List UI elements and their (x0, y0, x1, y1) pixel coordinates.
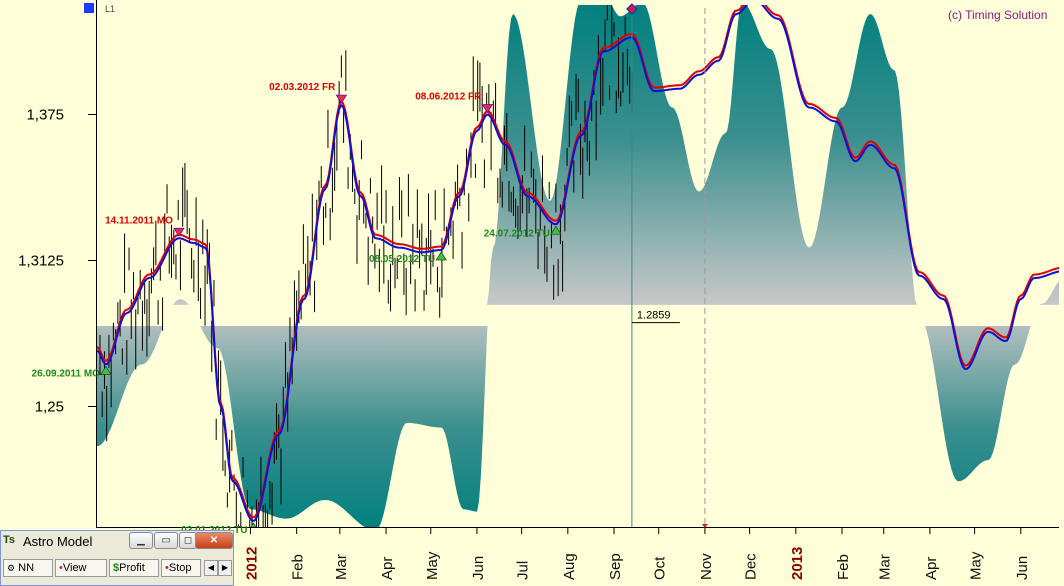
maximize-button[interactable]: ▭ (154, 532, 178, 549)
dollar-icon: $ (113, 562, 120, 574)
x-tick-label: Jul (515, 561, 532, 580)
tab-profit[interactable]: $Profit (109, 559, 159, 577)
high-marker-icon (481, 104, 494, 114)
top-date-markers (626, 0, 1064, 528)
panel-blue-square[interactable] (84, 3, 94, 13)
ts-logo-icon: Ts (3, 534, 16, 546)
tab-stop[interactable]: •Stop (161, 559, 201, 577)
window-title: Astro Model (23, 534, 93, 549)
y-tick-label: 1,375 (26, 106, 64, 123)
y-tick-label: 1,3125 (18, 252, 64, 269)
x-tick-label: Oct (652, 556, 669, 580)
copyright-text: (c) Timing Solution (948, 8, 1047, 22)
x-tick-label: Apr (923, 557, 940, 580)
tab-view-label: View (62, 562, 87, 574)
low-marker-icon (249, 522, 258, 528)
annotation-label: 02.03.2012 FR (269, 82, 336, 93)
x-tick-label: Nov (698, 553, 715, 580)
y-axis: 1,375 1,3125 1,25 (18, 106, 97, 416)
x-tick-label: Jun (470, 556, 487, 580)
vertical-marker-dot-icon (701, 524, 708, 528)
y-tick-label: 1,25 (35, 399, 64, 416)
x-tick-label: Apr (379, 557, 396, 580)
x-tick-label: 2012 (243, 547, 260, 580)
high-marker-icon (335, 94, 348, 104)
x-tick-label: Feb (290, 554, 307, 580)
blue-projection-line (97, 5, 1064, 522)
x-axis: 2012 Feb Mar Apr May Jun Jul Aug Sep Oct Nov Dec 201… (243, 528, 1031, 580)
tab-nn-label: NN (18, 562, 35, 574)
x-tick-label: Aug (561, 553, 578, 580)
last-price-label: 1.2859 (637, 310, 671, 322)
minimize-button[interactable]: ▁ (129, 532, 153, 549)
annotation-label: 14.11.2011 MO (105, 215, 173, 226)
low-marker-icon (100, 365, 112, 375)
low-marker-icon (550, 225, 562, 235)
tab-stop-label: Stop (168, 562, 192, 574)
low-marker-icon (435, 251, 447, 261)
x-tick-label: Feb (835, 554, 852, 580)
cycle-wave-lower-area (97, 326, 1031, 528)
annotation-label: 08.05.2012 TU (369, 254, 435, 265)
x-tick-label: Jun (1014, 556, 1031, 580)
tab-view[interactable]: •View (55, 559, 107, 577)
annotation-label: 08.06.2012 FR (415, 91, 482, 102)
x-tick-label: Mar (333, 554, 350, 580)
x-tick-label: May (424, 551, 441, 580)
high-marker-icon (173, 227, 185, 238)
stop-bullet-icon: • (165, 562, 169, 574)
tab-nn[interactable]: ⚙ NN (3, 559, 53, 577)
astro-model-window[interactable]: Ts Astro Model ▁ ▭ ◻ ✕ ⚙ NN •View $Profi… (0, 530, 234, 586)
close-button[interactable]: ✕ (195, 532, 233, 549)
tab-scroll-right-icon[interactable]: ▶ (218, 560, 232, 576)
x-tick-label: 2013 (789, 547, 806, 580)
tab-scroll-left-icon[interactable]: ◀ (204, 560, 218, 576)
current-date-diamond-icon (626, 3, 638, 15)
x-tick-label: Mar (877, 554, 894, 580)
panel-label: L1 (105, 4, 115, 14)
view-bullet-icon: • (59, 562, 63, 574)
x-tick-label: Sep (607, 553, 624, 580)
annotation-label: 26.09.2011 MO (32, 368, 101, 379)
right-edge-strip (1059, 0, 1064, 528)
x-tick-label: May (968, 551, 985, 580)
x-tick-label: Dec (743, 553, 760, 580)
cycle-wave-lower (97, 326, 1031, 528)
annotation-label: 24.07.2012 TU (484, 228, 550, 239)
nn-icon: ⚙ (7, 563, 16, 573)
tab-profit-label: Profit (119, 562, 145, 574)
plot-area[interactable]: 1.2859 (97, 0, 1064, 586)
